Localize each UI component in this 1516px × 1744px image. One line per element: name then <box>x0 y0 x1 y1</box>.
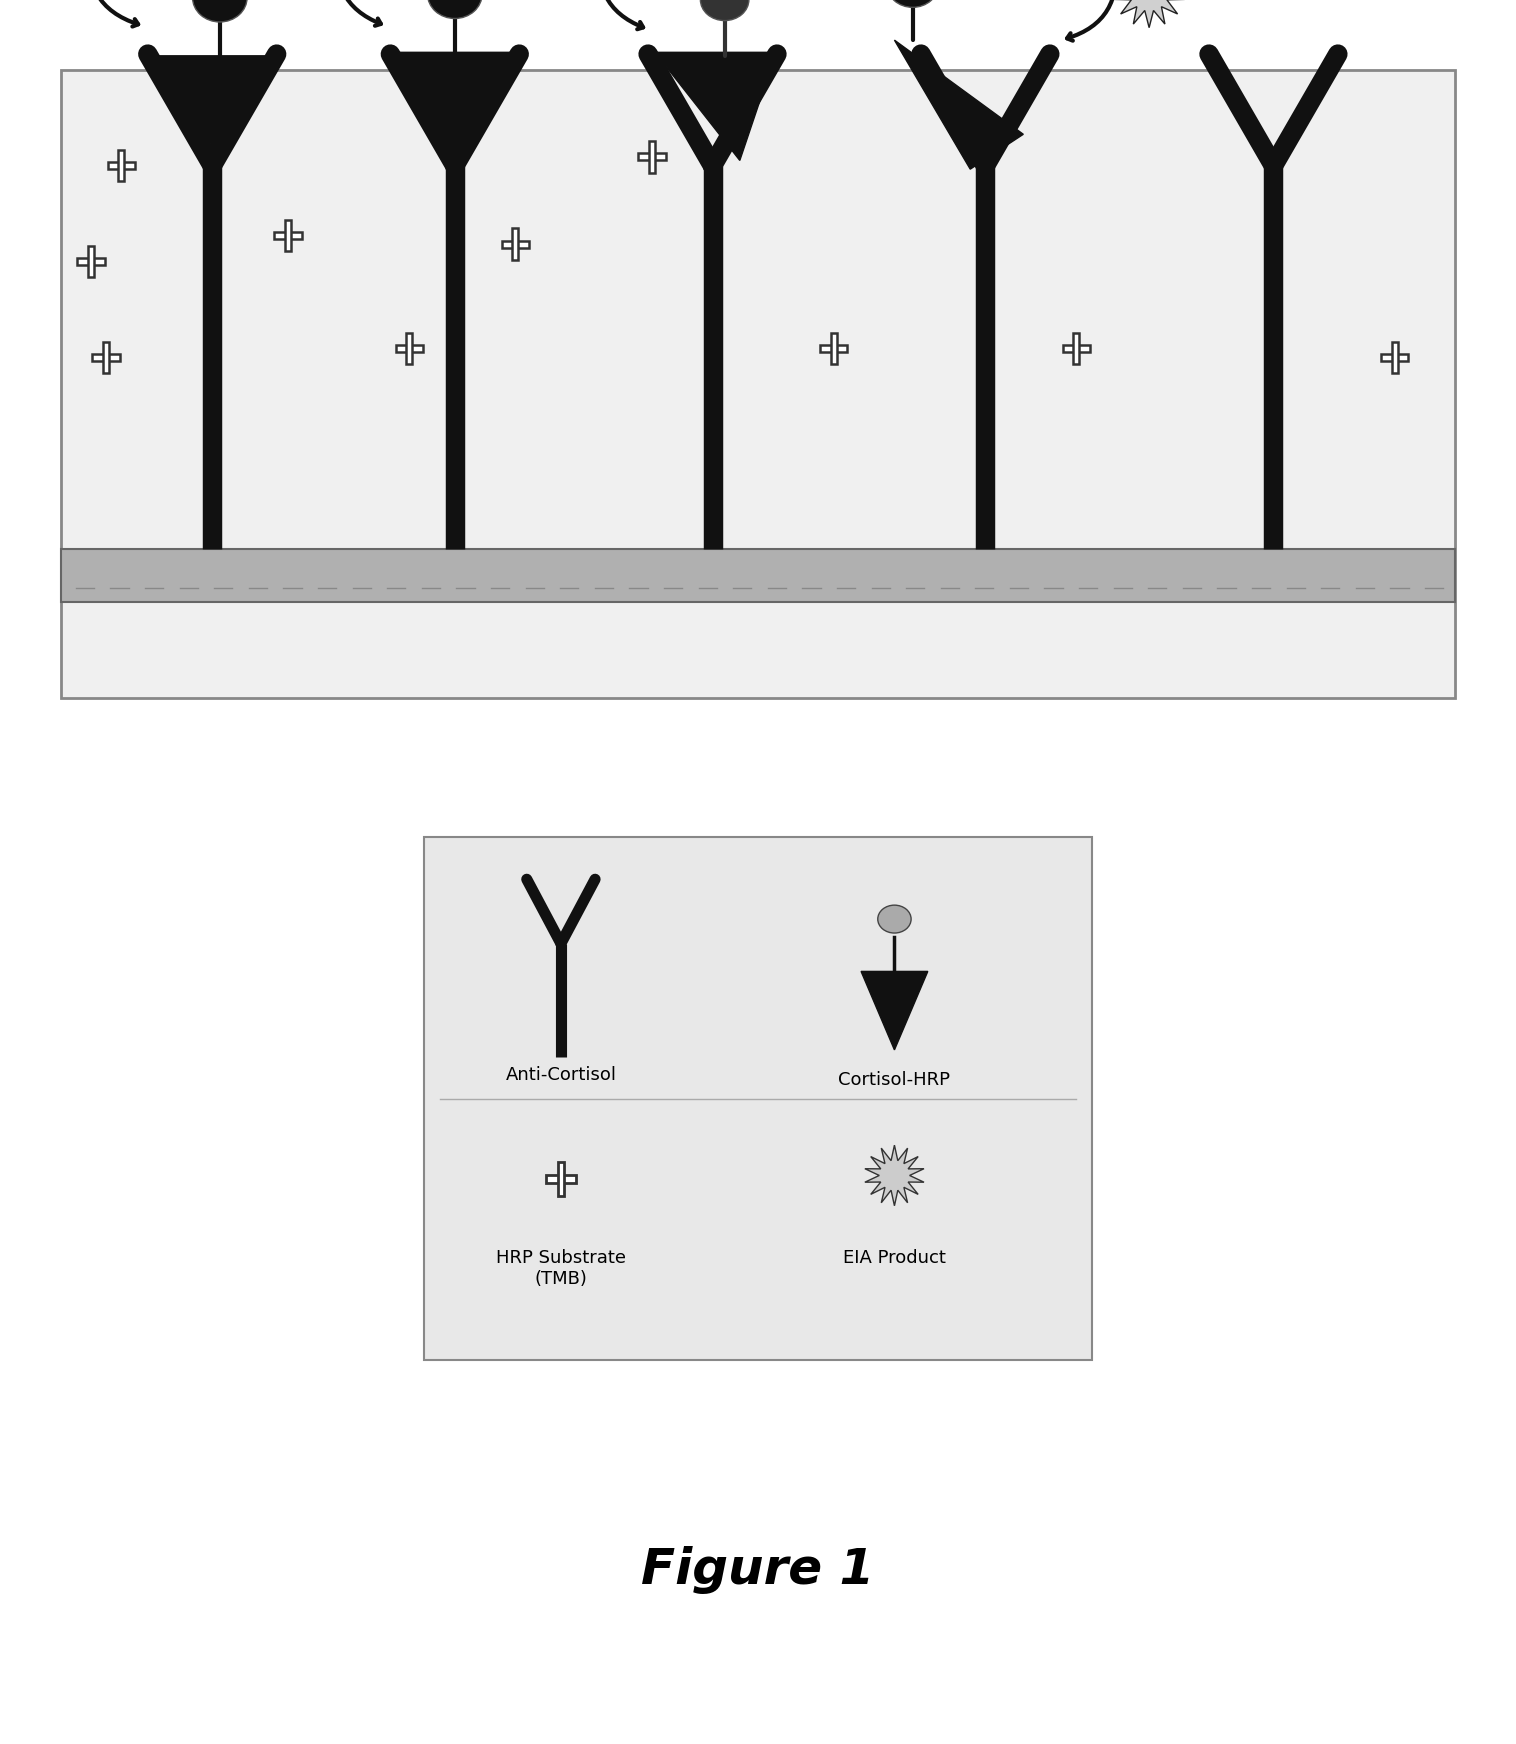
Ellipse shape <box>887 0 938 7</box>
Ellipse shape <box>428 0 482 19</box>
Bar <box>558 1162 564 1196</box>
Text: Cortisol-HRP: Cortisol-HRP <box>838 1071 951 1088</box>
Bar <box>546 1175 576 1182</box>
Bar <box>118 150 124 181</box>
Bar <box>820 345 847 352</box>
Ellipse shape <box>700 0 749 21</box>
Bar <box>502 241 529 248</box>
Bar <box>285 220 291 251</box>
Bar <box>274 232 302 239</box>
Polygon shape <box>1114 0 1184 28</box>
Bar <box>512 228 518 260</box>
Bar <box>831 333 837 364</box>
Bar <box>649 141 655 173</box>
Bar <box>108 162 135 169</box>
Polygon shape <box>894 40 1023 169</box>
Bar <box>1063 345 1090 352</box>
Bar <box>77 258 105 265</box>
Bar <box>88 246 94 277</box>
Bar <box>1073 333 1079 364</box>
FancyBboxPatch shape <box>61 70 1455 698</box>
Polygon shape <box>394 52 515 160</box>
Bar <box>396 345 423 352</box>
Bar <box>1392 342 1398 373</box>
Polygon shape <box>861 971 928 1050</box>
Polygon shape <box>866 1146 923 1205</box>
Polygon shape <box>159 56 280 160</box>
Text: Figure 1: Figure 1 <box>641 1545 875 1594</box>
Bar <box>61 549 1455 602</box>
Bar <box>406 333 412 364</box>
Bar <box>103 342 109 373</box>
Text: EIA Product: EIA Product <box>843 1249 946 1266</box>
Ellipse shape <box>193 0 247 23</box>
Bar <box>1381 354 1408 361</box>
FancyBboxPatch shape <box>424 837 1092 1360</box>
Bar <box>638 153 666 160</box>
Ellipse shape <box>878 905 911 933</box>
Text: Anti-Cortisol: Anti-Cortisol <box>505 1066 617 1083</box>
Polygon shape <box>655 52 776 160</box>
Text: HRP Substrate
(TMB): HRP Substrate (TMB) <box>496 1249 626 1287</box>
Bar <box>92 354 120 361</box>
